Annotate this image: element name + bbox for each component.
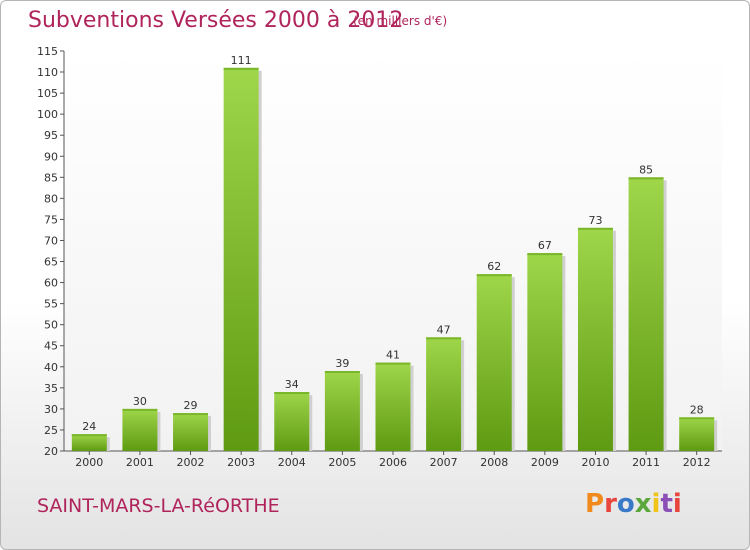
bar xyxy=(577,227,613,451)
y-tick-label: 95 xyxy=(44,129,58,142)
bar-cap xyxy=(628,177,664,180)
bar-value-label: 73 xyxy=(588,214,602,227)
y-tick-label: 55 xyxy=(44,298,58,311)
y-tick-label: 115 xyxy=(37,45,58,58)
x-tick-label: 2003 xyxy=(227,456,255,469)
bar xyxy=(476,274,512,451)
bar-value-label: 62 xyxy=(487,260,501,273)
bar xyxy=(324,371,360,451)
y-tick-label: 45 xyxy=(44,340,58,353)
x-tick-label: 2011 xyxy=(632,456,660,469)
logo-letter: o xyxy=(616,489,635,519)
x-tick-label: 2000 xyxy=(75,456,103,469)
chart-unit: (en milliers d'€) xyxy=(353,14,448,28)
logo-letter: t xyxy=(660,489,673,519)
logo-letter: i xyxy=(651,489,661,519)
x-tick-label: 2007 xyxy=(430,456,458,469)
y-tick-label: 65 xyxy=(44,256,58,269)
bar xyxy=(274,392,310,451)
bar-value-label: 24 xyxy=(82,420,96,433)
bar xyxy=(426,337,462,451)
bar-value-label: 67 xyxy=(538,239,552,252)
y-tick-label: 35 xyxy=(44,382,58,395)
bar-cap xyxy=(223,67,259,70)
bar xyxy=(173,413,209,451)
x-tick-label: 2006 xyxy=(379,456,407,469)
bar-cap xyxy=(426,337,462,340)
bar-value-label: 85 xyxy=(639,163,653,176)
bar-cap xyxy=(527,253,563,256)
y-tick-label: 40 xyxy=(44,361,58,374)
x-tick-label: 2002 xyxy=(177,456,205,469)
bar-cap xyxy=(476,274,512,277)
bar-cap xyxy=(375,362,411,365)
y-tick-label: 50 xyxy=(44,319,58,332)
bar-cap xyxy=(122,408,158,411)
bar-value-label: 29 xyxy=(184,399,198,412)
logo-letter: P xyxy=(585,489,605,519)
bar-value-label: 39 xyxy=(335,357,349,370)
bar-value-label: 47 xyxy=(437,323,451,336)
x-tick-label: 2009 xyxy=(531,456,559,469)
bar xyxy=(527,253,563,451)
bar-value-label: 41 xyxy=(386,349,400,362)
x-tick-label: 2004 xyxy=(278,456,306,469)
bar xyxy=(628,177,664,451)
y-tick-label: 110 xyxy=(37,66,58,79)
bar-value-label: 28 xyxy=(690,403,704,416)
bar xyxy=(375,362,411,451)
proxiti-logo: Proxiti xyxy=(585,489,682,519)
bar-value-label: 30 xyxy=(133,395,147,408)
y-tick-label: 60 xyxy=(44,277,58,290)
y-tick-label: 75 xyxy=(44,213,58,226)
bar-cap xyxy=(71,434,107,437)
x-tick-label: 2012 xyxy=(683,456,711,469)
x-tick-label: 2005 xyxy=(328,456,356,469)
logo-letter: r xyxy=(604,489,617,519)
bar xyxy=(223,67,259,451)
y-tick-label: 100 xyxy=(37,108,58,121)
bar-cap xyxy=(173,413,209,416)
commune-name: SAINT-MARS-LA-RéORTHE xyxy=(37,495,280,517)
bar-value-label: 111 xyxy=(231,54,252,67)
logo-letter: i xyxy=(672,489,682,519)
bar xyxy=(122,408,158,451)
bar-cap xyxy=(274,392,310,395)
x-tick-label: 2010 xyxy=(581,456,609,469)
bar-cap xyxy=(577,227,613,230)
bar-value-label: 34 xyxy=(285,378,299,391)
y-tick-label: 80 xyxy=(44,192,58,205)
logo-letter: x xyxy=(634,489,652,519)
bar-cap xyxy=(679,417,715,420)
y-tick-label: 70 xyxy=(44,234,58,247)
x-tick-label: 2001 xyxy=(126,456,154,469)
y-tick-label: 20 xyxy=(44,445,58,458)
x-tick-label: 2008 xyxy=(480,456,508,469)
y-tick-label: 25 xyxy=(44,424,58,437)
chart-title: Subventions Versées 2000 à 2012 xyxy=(28,8,404,33)
y-tick-label: 105 xyxy=(37,87,58,100)
bar xyxy=(71,434,107,451)
bar-cap xyxy=(324,371,360,373)
bar xyxy=(679,417,715,451)
y-tick-label: 30 xyxy=(44,403,58,416)
y-tick-label: 90 xyxy=(44,150,58,163)
y-tick-label: 85 xyxy=(44,171,58,184)
